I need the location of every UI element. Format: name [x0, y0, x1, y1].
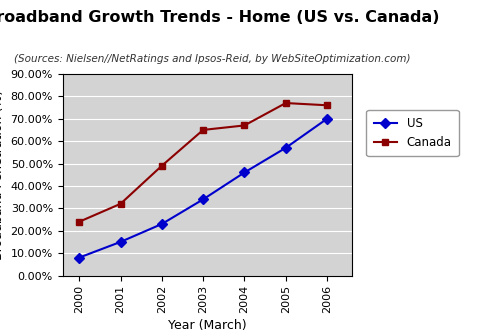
Legend: US, Canada: US, Canada	[366, 110, 459, 156]
Canada	[76, 220, 82, 224]
Canada	[118, 202, 123, 206]
Canada	[283, 101, 289, 105]
US	[241, 170, 247, 174]
US	[200, 197, 206, 201]
Text: Broadband Growth Trends - Home (US vs. Canada): Broadband Growth Trends - Home (US vs. C…	[0, 10, 440, 25]
Canada	[159, 164, 165, 168]
Canada	[200, 128, 206, 132]
X-axis label: Year (March): Year (March)	[168, 319, 247, 332]
Canada	[324, 103, 330, 107]
US	[159, 222, 165, 226]
Line: Canada: Canada	[76, 99, 331, 225]
Y-axis label: Broadband Penetration (%): Broadband Penetration (%)	[0, 90, 5, 260]
US	[76, 256, 82, 260]
US	[283, 146, 289, 150]
Text: (Sources: Nielsen//NetRatings and Ipsos-Reid, by WebSiteOptimization.com): (Sources: Nielsen//NetRatings and Ipsos-…	[14, 54, 410, 64]
Canada	[241, 123, 247, 127]
US	[118, 240, 123, 244]
US	[324, 117, 330, 121]
Line: US: US	[76, 115, 331, 261]
